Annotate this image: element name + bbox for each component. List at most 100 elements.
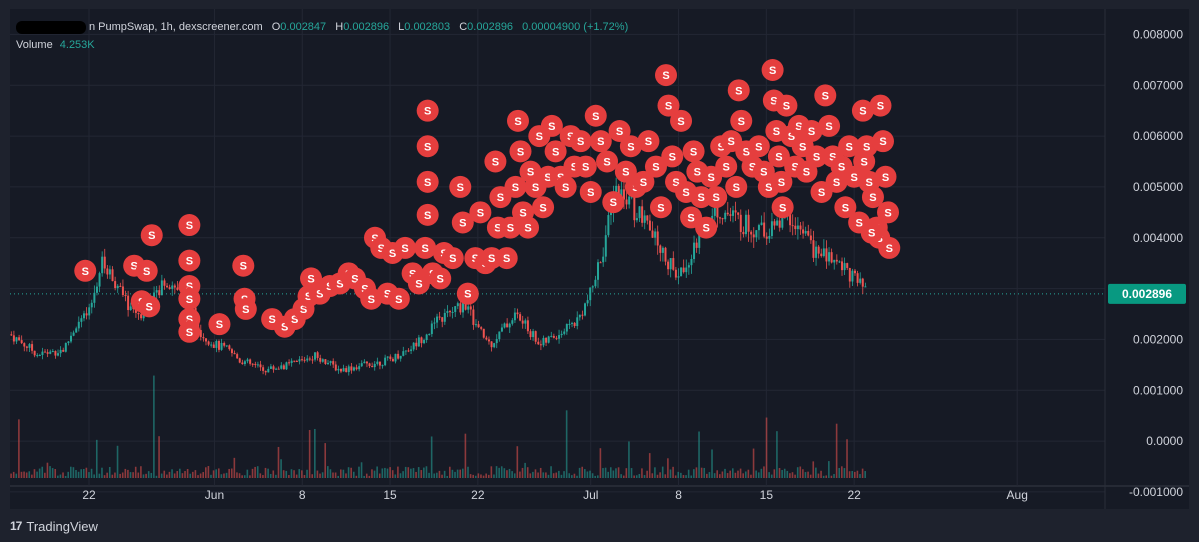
sell-marker-dot	[834, 196, 857, 219]
candle-body	[402, 351, 405, 356]
sell-marker: S	[589, 130, 612, 153]
sell-marker-label: S	[305, 291, 312, 303]
candle-body	[397, 353, 400, 359]
candle-body	[446, 311, 449, 313]
sell-marker: S	[775, 94, 798, 117]
candle-body	[576, 317, 579, 327]
ohlc-row: n PumpSwap, 1h, dexscreener.com O0.00284…	[16, 18, 628, 36]
candle-body	[70, 335, 73, 342]
volume-bar	[332, 472, 334, 478]
volume-bar	[57, 475, 59, 478]
volume-bar	[786, 470, 789, 478]
volume-bar	[116, 445, 119, 478]
sell-marker-label: S	[775, 151, 782, 163]
candle-body	[558, 335, 561, 339]
sell-marker-label: S	[652, 162, 659, 174]
volume-bar	[207, 466, 210, 478]
candle-body	[225, 345, 228, 347]
sell-marker: S	[644, 155, 667, 178]
volume-bar	[669, 469, 672, 478]
volume-bar	[856, 470, 859, 478]
volume-bar	[563, 471, 565, 478]
sell-marker-label: S	[492, 157, 499, 169]
candle-body	[469, 306, 472, 310]
volume-bar	[807, 471, 809, 478]
candle-body	[846, 263, 849, 268]
volume-bar	[812, 461, 815, 478]
volume-bar	[534, 469, 537, 478]
volume-bar	[638, 473, 641, 478]
volume-bar	[441, 474, 443, 478]
sell-marker: S	[532, 196, 555, 219]
candle-body	[804, 230, 807, 234]
candle-body	[563, 331, 566, 334]
sell-marker-label: S	[351, 273, 358, 285]
volume-bar	[124, 468, 127, 478]
candle-body	[295, 360, 298, 362]
sell-marker-label: S	[884, 207, 891, 219]
volume-bar	[127, 469, 129, 478]
candle-body	[573, 322, 576, 327]
candle-body	[633, 196, 636, 221]
volume-bar	[33, 469, 36, 478]
volume-bar	[776, 431, 778, 478]
volume-bar	[770, 474, 773, 478]
candle-body	[230, 349, 233, 354]
sell-marker-label: S	[822, 90, 829, 102]
sell-marker: S	[682, 140, 705, 163]
sell-marker-label: S	[778, 177, 785, 189]
sell-marker: S	[657, 94, 680, 117]
candle-body	[770, 221, 773, 236]
candle-body	[565, 324, 568, 332]
sell-marker-label: S	[186, 220, 193, 232]
candle-body	[643, 215, 646, 223]
candle-body	[246, 359, 249, 362]
volume-bar	[620, 474, 622, 478]
candle-body	[552, 335, 555, 338]
candle-body	[635, 218, 638, 221]
volume-bar	[386, 468, 389, 478]
sell-marker-label: S	[765, 182, 772, 194]
volume-bar	[155, 475, 158, 478]
candle-body	[838, 261, 841, 263]
candle-body	[464, 302, 467, 310]
y-tick-label: 0.001000	[1133, 383, 1183, 397]
candle-body	[719, 217, 722, 219]
sell-marker-dot	[532, 196, 555, 219]
sell-marker: S	[869, 94, 892, 117]
volume-bar	[815, 467, 817, 478]
sell-marker-dot	[670, 109, 693, 132]
volume-bar	[251, 468, 254, 478]
volume-bar	[848, 471, 851, 478]
candle-body	[480, 327, 483, 329]
sell-marker: S	[495, 247, 518, 270]
candle-body	[474, 324, 477, 326]
x-tick-label: 22	[471, 488, 485, 502]
candle-body	[210, 344, 213, 346]
volume-bar	[199, 473, 202, 478]
candle-body	[690, 258, 693, 266]
candle-body	[212, 344, 215, 348]
sell-marker-label: S	[186, 327, 193, 339]
volume-bar	[160, 473, 163, 478]
candle-body	[386, 356, 389, 358]
sell-marker-label: S	[733, 182, 740, 194]
volume-bar	[189, 473, 192, 478]
volume-bar	[301, 470, 303, 478]
sell-marker-label: S	[368, 294, 375, 306]
tradingview-logo-icon[interactable]: 17	[10, 519, 22, 533]
sell-marker: S	[416, 203, 439, 226]
sell-marker-dot	[569, 130, 592, 153]
price-axis[interactable]: 0.008000 0.007000 0.006000 0.005000 0.004000…	[1129, 27, 1183, 499]
time-axis[interactable]: 22 Jun 8 15 22 Jul 8 15 22 Aug	[82, 488, 1028, 502]
candle-body	[155, 290, 158, 293]
brand-name[interactable]: TradingView	[26, 518, 98, 534]
candle-body	[555, 337, 558, 339]
sell-marker-dot	[619, 135, 642, 158]
volume-bar	[134, 466, 137, 478]
volume-bar	[859, 474, 861, 478]
volume-bar	[49, 466, 51, 478]
candle-body	[98, 273, 101, 287]
